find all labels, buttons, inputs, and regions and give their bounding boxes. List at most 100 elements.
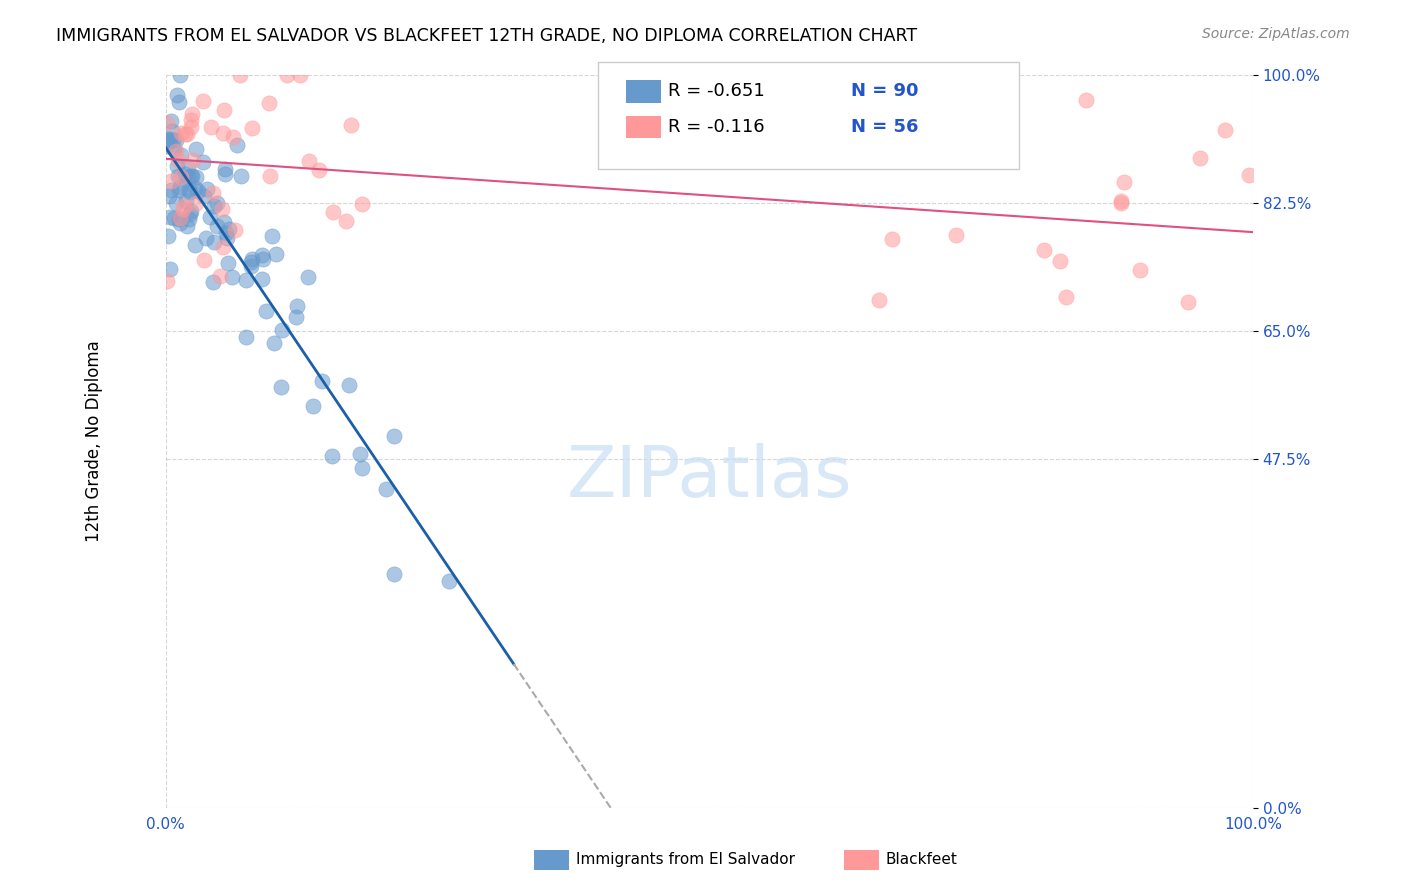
Point (263, 336, 285, 351)
Point (184, 238, 207, 252)
Point (201, 275, 224, 289)
Point (160, 183, 183, 197)
Point (239, 259, 262, 273)
Point (180, 203, 202, 218)
Point (177, 160, 200, 174)
Point (229, 169, 252, 184)
Point (170, 170, 193, 185)
Point (159, 210, 181, 224)
Point (193, 189, 215, 203)
Point (214, 167, 236, 181)
Point (179, 211, 201, 226)
Point (1032, 243, 1054, 257)
Point (200, 211, 222, 225)
Point (177, 169, 200, 184)
Point (163, 211, 186, 225)
Point (184, 142, 207, 156)
Point (187, 184, 209, 198)
Point (169, 216, 191, 230)
Point (252, 248, 274, 262)
Point (311, 374, 333, 388)
Point (301, 399, 323, 413)
Text: Source: ZipAtlas.com: Source: ZipAtlas.com (1202, 27, 1350, 41)
Point (157, 134, 180, 148)
Point (217, 256, 239, 270)
Point (165, 196, 187, 211)
Point (437, 574, 460, 589)
Point (159, 132, 181, 146)
Point (191, 155, 214, 169)
Point (167, 212, 190, 227)
Point (264, 247, 287, 261)
Point (271, 323, 294, 337)
Point (308, 163, 330, 178)
Point (339, 118, 361, 132)
Point (880, 232, 903, 246)
Point (1054, 290, 1077, 304)
Text: ZIPatlas: ZIPatlas (567, 443, 852, 512)
Point (1112, 175, 1135, 189)
Point (335, 214, 357, 228)
Text: Blackfeet: Blackfeet (886, 853, 957, 867)
Point (374, 482, 396, 496)
Text: R = -0.651: R = -0.651 (668, 82, 765, 100)
Text: R = -0.116: R = -0.116 (668, 118, 765, 136)
Point (1237, 168, 1260, 182)
Point (166, 153, 188, 167)
Point (382, 567, 405, 582)
Point (382, 428, 405, 442)
Point (252, 252, 274, 267)
Point (202, 199, 225, 213)
Point (180, 112, 202, 127)
Point (868, 293, 890, 307)
Point (176, 194, 198, 208)
Point (167, 169, 190, 184)
Point (181, 106, 204, 120)
Point (259, 169, 281, 184)
Point (197, 182, 219, 196)
Point (352, 197, 374, 211)
Point (176, 127, 198, 141)
Point (337, 377, 360, 392)
Point (173, 199, 195, 213)
Point (201, 186, 224, 201)
Text: Immigrants from El Salvador: Immigrants from El Salvador (576, 853, 796, 867)
Point (159, 114, 181, 128)
Point (254, 304, 277, 318)
Point (212, 240, 235, 254)
Point (1188, 151, 1211, 165)
Point (276, 68, 298, 82)
Point (186, 170, 208, 185)
Point (166, 88, 188, 103)
Point (156, 138, 179, 153)
Point (156, 274, 179, 288)
Point (250, 272, 273, 286)
Point (208, 268, 231, 283)
Point (298, 154, 321, 169)
Point (165, 144, 187, 158)
Point (235, 273, 257, 287)
Point (270, 380, 292, 394)
Point (157, 189, 180, 203)
Point (240, 254, 263, 268)
Point (211, 126, 233, 140)
Point (285, 299, 308, 313)
Point (1177, 294, 1199, 309)
Point (212, 103, 235, 118)
Point (173, 127, 195, 141)
Point (180, 169, 202, 183)
Point (181, 153, 204, 167)
Y-axis label: 12th Grade, No Diploma: 12th Grade, No Diploma (86, 340, 103, 542)
Point (1213, 123, 1236, 137)
Point (257, 95, 280, 110)
Point (229, 68, 252, 82)
Point (235, 330, 257, 344)
Point (211, 202, 233, 216)
Point (260, 229, 283, 244)
Point (169, 211, 191, 226)
Point (193, 252, 215, 267)
Point (202, 235, 225, 249)
Point (156, 132, 179, 146)
Point (179, 183, 201, 197)
Point (167, 95, 190, 110)
